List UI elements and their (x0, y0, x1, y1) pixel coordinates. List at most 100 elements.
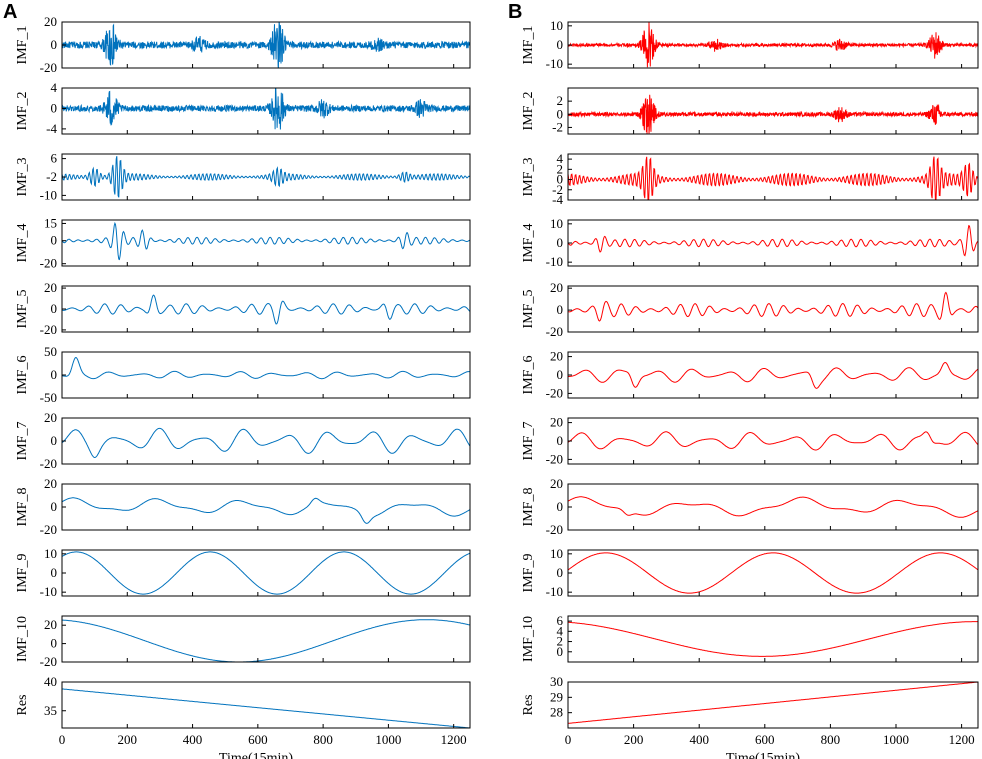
y-tick-label: 0 (51, 367, 58, 382)
subplot-imf-5: -20 0 20 IMF_5 (521, 280, 979, 339)
x-tick-label: 800 (821, 732, 841, 747)
y-tick-label: 0 (557, 106, 564, 121)
y-tick-label: 0 (51, 37, 58, 52)
y-tick-label: -2 (46, 169, 57, 184)
subplot-imf-8: -20 0 20 IMF_8 (521, 476, 979, 537)
y-tick-label: 0 (557, 302, 564, 317)
y-tick-label: -20 (40, 322, 57, 337)
subplot-imf-4: -10 0 10 IMF_4 (521, 216, 979, 269)
x-tick-label: 0 (565, 732, 572, 747)
axes-box (61, 615, 471, 663)
series-line (567, 681, 979, 724)
x-tick-label: 1200 (949, 732, 975, 747)
y-tick-label: 35 (44, 703, 57, 718)
y-tick-label: -20 (40, 522, 57, 537)
y-tick-label: 0 (557, 499, 564, 514)
series-line (567, 291, 979, 322)
y-tick-label: -20 (40, 654, 57, 669)
panel-a: -20 0 20 IMF_1 -4 0 4 IMF_2 -10 -2 6 IMF_3 -20 0 15 IMF… (15, 14, 471, 759)
series-name-label: IMF_10 (15, 616, 30, 662)
y-tick-label: -50 (40, 390, 57, 405)
subplot-imf-10: -20 0 20 IMF_10 (15, 615, 471, 669)
series-name-label: IMF_2 (521, 92, 536, 131)
series-name-label: IMF_9 (15, 554, 30, 593)
series-line (61, 221, 471, 261)
y-tick-label: -20 (40, 456, 57, 471)
y-tick-label: 0 (557, 37, 564, 52)
series-name-label: IMF_4 (521, 224, 536, 263)
y-tick-label: -10 (40, 584, 57, 599)
y-tick-label: -10 (546, 584, 563, 599)
axes-box (61, 549, 471, 597)
axes-box (567, 417, 979, 465)
series-line (61, 294, 471, 325)
axes-box (567, 87, 979, 135)
x-tick-label: 200 (118, 732, 138, 747)
subplot-res: 35 40 Res (15, 674, 471, 729)
series-line (61, 427, 471, 459)
series-name-label: Res (15, 695, 30, 716)
y-tick-label: 20 (550, 476, 563, 491)
y-tick-label: 0 (51, 301, 58, 316)
series-line (567, 224, 979, 257)
series-name-label: IMF_10 (521, 616, 536, 662)
series-name-label: IMF_5 (521, 290, 536, 329)
x-tick-label: 200 (624, 732, 644, 747)
axes-box (61, 681, 471, 729)
y-tick-label: 2 (557, 93, 564, 108)
y-tick-label: 6 (51, 151, 58, 166)
y-tick-label: 0 (557, 644, 564, 659)
x-tick-label: 600 (248, 732, 268, 747)
y-tick-label: 20 (44, 280, 57, 295)
subplot-imf-3: -10 -2 6 IMF_3 (15, 151, 471, 202)
series-name-label: IMF_3 (521, 158, 536, 197)
x-tick-label: 600 (755, 732, 775, 747)
subplot-imf-9: -10 0 10 IMF_9 (521, 546, 979, 599)
series-line (61, 21, 471, 69)
y-tick-label: -10 (546, 254, 563, 269)
series-line (567, 496, 979, 518)
y-tick-label: -4 (552, 192, 563, 207)
axes-box (61, 417, 471, 465)
series-line (61, 688, 471, 729)
x-tick-label: 800 (313, 732, 333, 747)
y-tick-label: 0 (557, 433, 564, 448)
y-tick-label: -2 (552, 182, 563, 197)
y-tick-label: 2 (557, 634, 564, 649)
y-tick-label: -10 (40, 187, 57, 202)
subplot-imf-6: -20 0 20 IMF_6 (521, 349, 979, 400)
series-name-label: IMF_3 (15, 158, 30, 197)
y-tick-label: -20 (40, 256, 57, 271)
series-line (61, 619, 471, 663)
y-tick-label: -20 (40, 60, 57, 75)
y-tick-label: -2 (552, 119, 563, 134)
panels: -20020IMF_1-404IMF_2-10-26IMF_3-20015IMF… (15, 14, 979, 759)
series-line (62, 356, 470, 380)
y-tick-label: 28 (550, 705, 563, 720)
panel-b: -10010IMF_1-202IMF_2-4-2024IMF_3-10010IM… (521, 18, 979, 759)
panel-a-letter: A (3, 1, 17, 23)
x-axis-label: Time(15min) (726, 751, 800, 759)
series-line (61, 551, 471, 595)
axes-box (567, 285, 979, 333)
subplot-imf-6: -50 0 50 IMF_6 (15, 344, 471, 405)
axes-box (567, 549, 979, 597)
y-tick-label: -4 (46, 121, 57, 136)
x-tick-label: 1200 (441, 732, 467, 747)
axes-box (567, 615, 979, 663)
y-tick-label: -10 (546, 56, 563, 71)
subplot-imf-2: -4 0 4 IMF_2 (15, 80, 471, 136)
y-tick-label: 20 (44, 14, 57, 29)
subplot-imf-7: -20 0 20 IMF_7 (15, 410, 471, 471)
series-name-label: IMF_7 (15, 422, 30, 461)
series-name-label: IMF_1 (521, 26, 536, 65)
axes-box (61, 87, 471, 135)
subplot-imf-9: -10 0 10 IMF_9 (15, 546, 471, 599)
panel-b-letter: B (508, 1, 522, 23)
series-name-label: IMF_6 (15, 356, 30, 395)
subplot-imf-1: -20 0 20 IMF_1 (15, 14, 471, 75)
series-name-label: Res (521, 695, 536, 716)
y-tick-label: -20 (546, 324, 563, 339)
